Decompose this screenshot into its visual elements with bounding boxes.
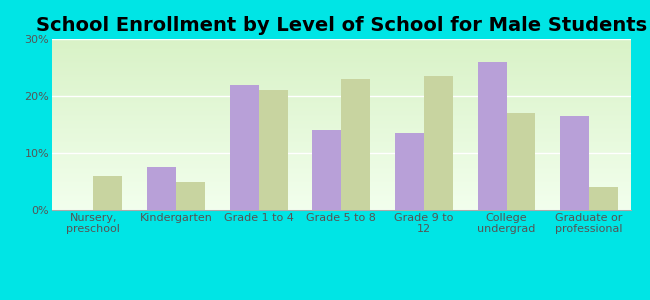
Bar [478,62,506,210]
Bar [424,76,453,210]
Bar [94,176,122,210]
Bar [229,85,259,210]
Bar [147,167,176,210]
Bar [176,182,205,210]
Bar [312,130,341,210]
Bar [395,133,424,210]
Bar [589,187,618,210]
Bar [341,79,370,210]
Title: School Enrollment by Level of School for Male Students: School Enrollment by Level of School for… [36,16,647,35]
Bar [259,90,287,210]
Bar [560,116,589,210]
Bar [506,113,536,210]
